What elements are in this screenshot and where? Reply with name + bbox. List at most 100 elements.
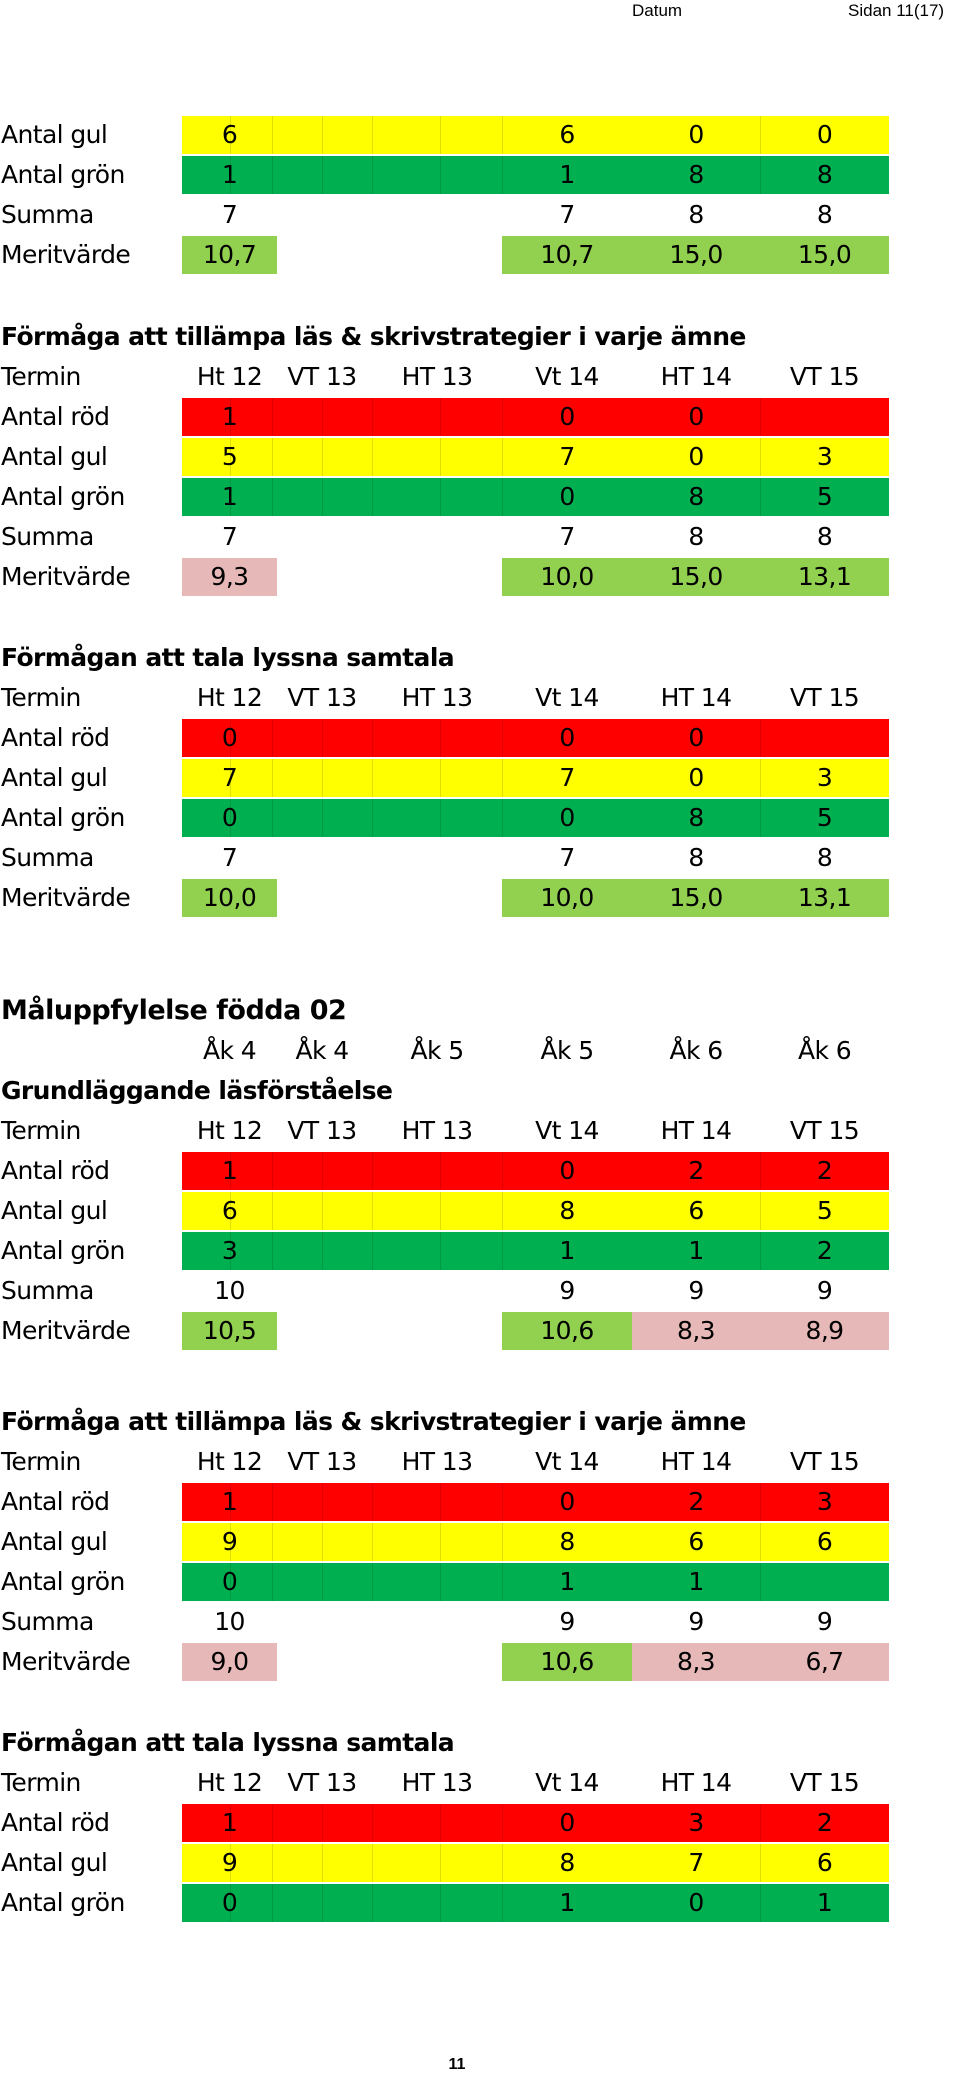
merit-fill: [182, 1312, 277, 1350]
green-cell: [372, 798, 502, 838]
green-label: Antal grön: [1, 1888, 125, 1917]
grid-line: [440, 438, 441, 476]
term-row: Termin Ht 12 VT 13 HT 13 Vt 14 HT 14 VT 15: [0, 357, 960, 397]
sum-cell: [272, 195, 372, 235]
grid-line: [502, 156, 503, 194]
term-cell: Ht 12: [196, 1768, 263, 1797]
section-title: Förmåga att tillämpa läs & skrivstrategi…: [1, 322, 746, 351]
table-section: Förmåga att tillämpa läs & skrivstrategi…: [0, 317, 960, 597]
green-cell: [372, 1883, 502, 1923]
term-cell: VT 15: [789, 1447, 860, 1476]
red-cell: [760, 718, 889, 758]
term-cell: VT 15: [789, 362, 860, 391]
grid-line: [230, 438, 231, 476]
grid-line: [502, 1232, 503, 1270]
sum-label: Summa: [1, 522, 94, 551]
sum-cell: [372, 517, 502, 557]
term-cell: Ht 12: [196, 1116, 263, 1145]
grid-line: [440, 116, 441, 154]
red-row: Antal röd 1 0 3 2: [0, 1803, 960, 1843]
grid-line: [760, 1152, 761, 1190]
header-page: Sidan 11(17): [848, 1, 945, 20]
grid-line: [272, 799, 273, 837]
grid-line: [322, 1844, 323, 1882]
sum-cell: 7: [559, 522, 575, 551]
red-cell: [272, 1803, 372, 1843]
header-datum: Datum: [632, 1, 683, 20]
yellow-cell: 5: [816, 1196, 833, 1225]
grade-cell: Åk 4: [202, 1036, 257, 1065]
grid-line: [230, 1192, 231, 1230]
red-cell: [272, 1482, 372, 1522]
red-band: [182, 1804, 889, 1842]
term-row: Termin Ht 12 VT 13 HT 13 Vt 14 HT 14 VT 15: [0, 1442, 960, 1482]
grid-line: [440, 1804, 441, 1842]
grid-line: [440, 1884, 441, 1922]
merit-row: Meritvärde 9,3 10,0 15,0 13,1: [0, 557, 960, 597]
green-cell: 1: [688, 1567, 704, 1596]
sum-cell: [372, 1602, 502, 1642]
yellow-cell: 7: [221, 763, 238, 792]
grid-line: [440, 1152, 441, 1190]
term-label: Termin: [1, 1768, 81, 1797]
grid-line: [760, 1563, 761, 1601]
merit-label: Meritvärde: [1, 1647, 131, 1676]
sum-label: Summa: [1, 843, 94, 872]
grid-line: [372, 438, 373, 476]
grid-line: [372, 1804, 373, 1842]
yellow-label: Antal gul: [1, 120, 108, 149]
section-title: Förmågan att tala lyssna samtala: [1, 1728, 455, 1757]
grid-line: [502, 1523, 503, 1561]
grid-line: [230, 1884, 231, 1922]
grid-line: [372, 116, 373, 154]
grid-line: [372, 759, 373, 797]
merit-cell: [372, 878, 502, 918]
grid-line: [440, 1523, 441, 1561]
sum-label: Summa: [1, 1276, 94, 1305]
green-band: [182, 1232, 889, 1270]
grade-cell: Åk 5: [410, 1036, 464, 1065]
green-cell: 1: [559, 1236, 575, 1265]
red-cell: 1: [221, 402, 238, 431]
red-cell: 1: [221, 1487, 238, 1516]
merit-cell: 15,0: [669, 562, 723, 591]
merit-fill: [182, 879, 277, 917]
green-cell: [272, 1562, 372, 1602]
grade-cell: Åk 6: [797, 1036, 852, 1065]
grid-line: [372, 1152, 373, 1190]
red-cell: 1: [221, 1808, 238, 1837]
yellow-cell: [372, 758, 502, 798]
yellow-cell: 6: [688, 1196, 704, 1225]
grid-line: [322, 398, 323, 436]
green-band: [182, 1884, 889, 1922]
merit-row: Meritvärde 9,0 10,6 8,3 6,7: [0, 1642, 960, 1682]
grid-line: [322, 1483, 323, 1521]
green-cell: 8: [688, 803, 704, 832]
grid-line: [502, 478, 503, 516]
yellow-cell: [272, 1522, 372, 1562]
yellow-cell: 0: [688, 763, 704, 792]
green-cell: 5: [816, 803, 833, 832]
green-cell: 5: [816, 482, 833, 511]
sum-cell: 7: [559, 200, 575, 229]
term-cell: HT 13: [401, 362, 473, 391]
sum-cell: 8: [816, 843, 833, 872]
grid-line: [760, 759, 761, 797]
grid-line: [230, 116, 231, 154]
yellow-cell: [372, 437, 502, 477]
grid-line: [760, 438, 761, 476]
yellow-cell: 9: [221, 1848, 238, 1877]
grid-line: [322, 1232, 323, 1270]
sum-row: Summa 7 7 8 8: [0, 195, 960, 235]
merit-fill: [760, 558, 889, 596]
grid-line: [440, 398, 441, 436]
sum-cell: 7: [221, 522, 238, 551]
grid-line: [230, 1563, 231, 1601]
green-cell: 1: [221, 160, 238, 189]
merit-row: Meritvärde 10,0 10,0 15,0 13,1: [0, 878, 960, 918]
merit-cell: [272, 557, 372, 597]
yellow-label: Antal gul: [1, 1196, 108, 1225]
red-band: [182, 719, 889, 757]
green-cell: 1: [688, 1236, 704, 1265]
grid-line: [372, 1483, 373, 1521]
